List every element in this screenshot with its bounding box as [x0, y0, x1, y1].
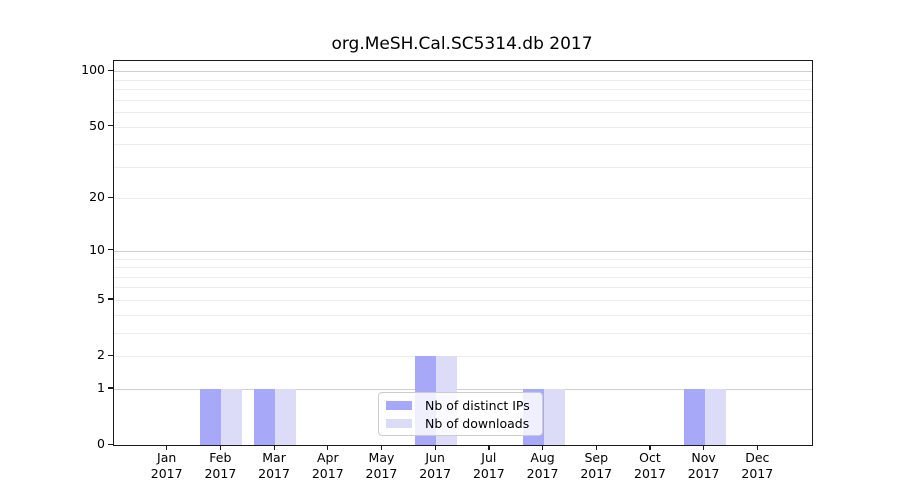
legend-label-distinct-ips: Nb of distinct IPs — [425, 397, 530, 413]
gridline-major-10 — [114, 250, 812, 252]
bar-downloads-mar — [275, 388, 297, 445]
y-tick-label-100: 100 — [81, 62, 105, 78]
x-tick-mark-apr — [327, 445, 329, 450]
y-tick-mark-5 — [108, 298, 113, 300]
x-tick-mark-feb — [219, 445, 222, 450]
y-tick-mark-10 — [108, 249, 113, 251]
y-tick-label-5: 5 — [97, 290, 105, 306]
x-tick-label-jul: Jul 2017 — [472, 450, 505, 481]
gridline-minor-9 — [114, 258, 812, 260]
y-tick-label-20: 20 — [89, 189, 105, 205]
bar-downloads-feb — [221, 388, 243, 445]
gridline-minor-70 — [114, 99, 812, 101]
gridline-minor-30 — [114, 166, 812, 168]
y-tick-label-2: 2 — [97, 347, 105, 363]
legend: Nb of distinct IPs Nb of downloads — [378, 392, 543, 436]
x-tick-mark-may — [380, 445, 383, 450]
x-tick-mark-dec — [756, 445, 758, 450]
chart-title: org.MeSH.Cal.SC5314.db 2017 — [331, 34, 593, 54]
bar-distinct-ips-feb — [200, 388, 222, 445]
bar-downloads-aug — [543, 388, 565, 445]
gridline-minor-20 — [114, 198, 812, 200]
gridline-minor-5 — [114, 299, 812, 301]
x-tick-label-nov: Nov 2017 — [687, 450, 720, 481]
x-tick-label-may: May 2017 — [365, 450, 398, 481]
legend-label-downloads: Nb of downloads — [425, 415, 530, 431]
x-tick-label-jan: Jan 2017 — [150, 450, 183, 481]
gridline-minor-7 — [114, 276, 812, 278]
y-tick-mark-2 — [108, 354, 113, 356]
legend-item-downloads: Nb of downloads — [379, 416, 542, 431]
gridline-minor-80 — [114, 89, 812, 91]
x-tick-label-apr: Apr 2017 — [311, 450, 344, 481]
x-tick-mark-jul — [488, 445, 490, 450]
gridline-minor-50 — [114, 126, 812, 128]
gridline-major-100 — [114, 71, 812, 73]
gridline-minor-3 — [114, 332, 812, 334]
gridline-minor-2 — [114, 356, 812, 358]
gridline-minor-40 — [114, 144, 812, 146]
plot-area — [113, 60, 813, 446]
x-tick-mark-nov — [703, 445, 705, 450]
x-tick-label-mar: Mar 2017 — [258, 450, 290, 481]
gridline-minor-8 — [114, 267, 812, 269]
x-tick-label-feb: Feb 2017 — [204, 450, 237, 481]
y-tick-label-1: 1 — [97, 379, 105, 395]
legend-swatch-downloads-icon — [386, 418, 412, 428]
y-tick-label-0: 0 — [97, 436, 105, 451]
x-tick-mark-jun — [434, 445, 436, 450]
x-tick-label-jun: Jun 2017 — [419, 450, 452, 481]
y-tick-mark-20 — [108, 196, 113, 199]
gridline-minor-60 — [114, 112, 812, 114]
y-tick-mark-0 — [108, 443, 113, 445]
bar-distinct-ips-nov — [683, 388, 705, 445]
y-tick-mark-100 — [108, 69, 113, 71]
gridline-major-1 — [114, 388, 812, 390]
y-tick-mark-1 — [108, 387, 113, 389]
x-tick-label-aug: Aug 2017 — [526, 450, 559, 481]
y-tick-label-10: 10 — [89, 241, 105, 257]
x-tick-mark-mar — [273, 445, 275, 450]
bar-downloads-nov — [704, 388, 726, 445]
x-tick-mark-sep — [595, 445, 597, 450]
x-tick-label-oct: Oct 2017 — [634, 450, 666, 481]
gridline-minor-6 — [114, 287, 812, 289]
x-tick-mark-jan — [166, 445, 168, 450]
x-tick-mark-aug — [542, 445, 544, 450]
bar-distinct-ips-mar — [254, 388, 276, 445]
legend-item-distinct-ips: Nb of distinct IPs — [379, 398, 542, 413]
x-tick-label-dec: Dec 2017 — [741, 450, 774, 481]
y-tick-mark-50 — [108, 125, 113, 127]
y-tick-label-50: 50 — [89, 117, 105, 133]
gridline-minor-90 — [114, 79, 812, 81]
gridline-minor-4 — [114, 314, 812, 316]
legend-swatch-distinct-ips-icon — [386, 400, 412, 410]
x-tick-label-sep: Sep 2017 — [580, 450, 613, 481]
x-tick-mark-oct — [649, 445, 651, 450]
